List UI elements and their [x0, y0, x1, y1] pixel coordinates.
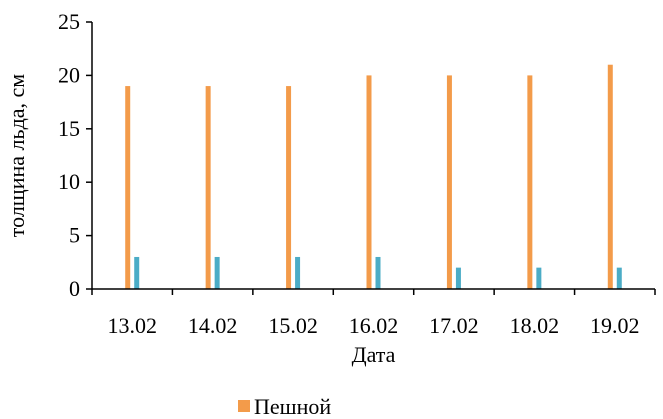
bar-series-2-16.02 [375, 256, 381, 289]
x-tick-label: 18.02 [510, 313, 560, 338]
y-tick-label: 5 [69, 223, 80, 248]
y-tick-label: 15 [58, 116, 80, 141]
bar-series-2-19.02 [616, 267, 622, 289]
bars-layer [125, 64, 622, 290]
x-tick-label: 15.02 [268, 313, 318, 338]
legend-swatch-peshnoy [238, 400, 250, 412]
bar-series-1-17.02 [446, 75, 452, 290]
y-tick-label: 20 [58, 62, 80, 87]
bar-series-2-17.02 [455, 267, 461, 289]
axes-layer [91, 22, 655, 290]
ticks-layer: 0 5 10 15 20 25 13.02 14.02 15.02 16.02 17.02 18.02… [58, 9, 656, 338]
x-tick-label: 13.02 [107, 313, 157, 338]
y-tick-label: 25 [58, 9, 80, 34]
legend: Пешной [238, 394, 331, 419]
bar-series-1-15.02 [286, 86, 292, 289]
bar-series-1-18.02 [527, 75, 533, 290]
legend-label-peshnoy: Пешной [254, 394, 331, 419]
bar-series-2-14.02 [214, 256, 220, 289]
x-axis-title: Дата [352, 342, 396, 367]
y-axis-title: толщина льда, см [4, 74, 29, 237]
x-tick-label: 16.02 [349, 313, 399, 338]
bar-series-1-14.02 [205, 86, 211, 289]
bar-series-2-15.02 [295, 256, 301, 289]
x-tick-label: 19.02 [590, 313, 640, 338]
x-tick-label: 14.02 [188, 313, 238, 338]
y-tick-label: 0 [69, 276, 80, 301]
bar-series-1-19.02 [607, 64, 613, 289]
x-tick-label: 17.02 [429, 313, 479, 338]
bar-series-1-13.02 [125, 86, 131, 289]
bar-series-2-13.02 [134, 256, 140, 289]
bar-series-1-16.02 [366, 75, 372, 290]
bar-series-2-18.02 [536, 267, 542, 289]
y-tick-label: 10 [58, 169, 80, 194]
